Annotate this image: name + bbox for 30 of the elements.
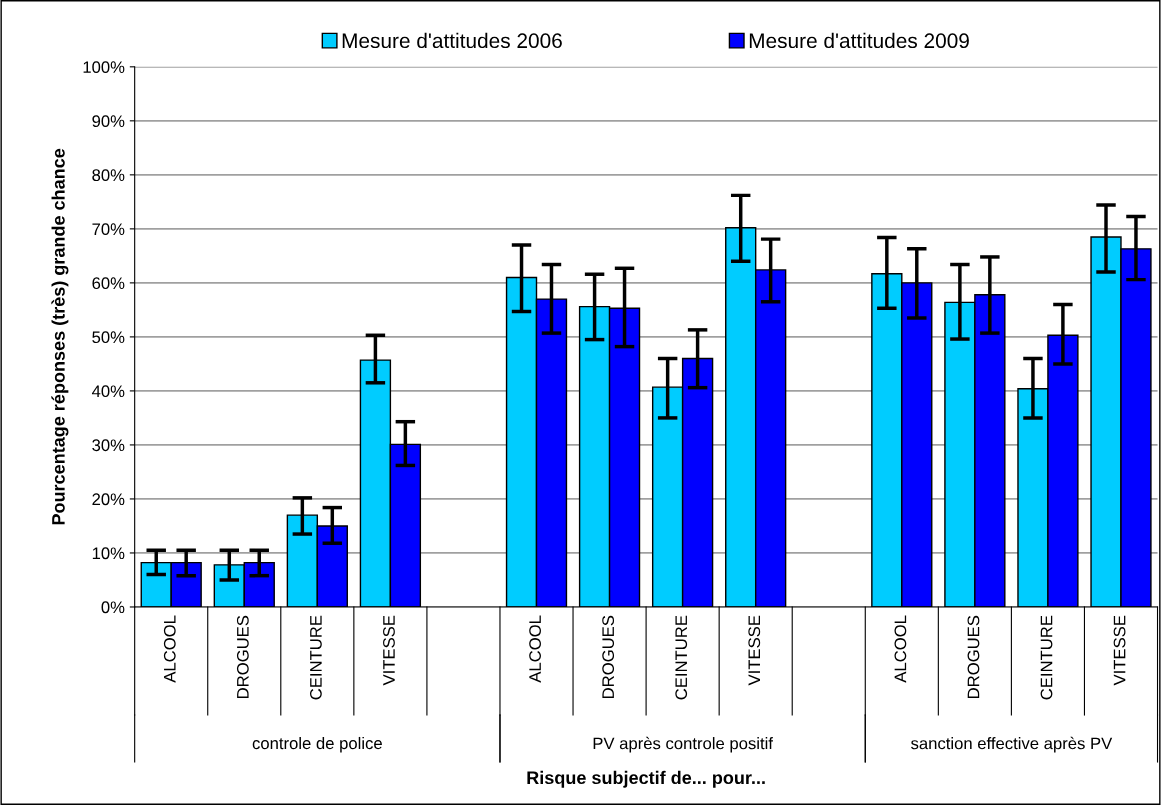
y-tick-label: 80%	[92, 169, 125, 182]
x-tick-label: ALCOOL	[529, 615, 541, 683]
y-tick-label: 40%	[91, 385, 125, 398]
y-tick-label: 10%	[92, 547, 125, 560]
x-tick-label: CEINTURE	[675, 615, 688, 700]
y-tick-label: 30%	[92, 439, 125, 452]
y-tick-label: 90%	[92, 115, 125, 128]
y-tick-label: 0%	[101, 601, 125, 614]
x-tick-label: VITESSE	[1113, 615, 1126, 686]
legend-label: Mesure d'attitudes 2006	[342, 32, 562, 49]
y-tick-label: 50%	[92, 331, 125, 344]
x-tick-label: VITESSE	[748, 615, 761, 686]
y-tick-label: 70%	[92, 223, 125, 236]
y-axis-title: Pourcentage réponses (très) grande chance	[51, 148, 69, 525]
x-tick-label: DROGUES	[236, 615, 249, 698]
y-tick-label: 100%	[83, 61, 125, 74]
text: PV après controle positif	[593, 736, 773, 753]
x-tick-label: CEINTURE	[1040, 615, 1053, 700]
x-tick-label: DROGUES	[967, 615, 980, 698]
x-axis-title: Risque subjectif de... pour...	[527, 770, 765, 788]
x-tick-label: DROGUES	[602, 615, 615, 698]
text: controle de police	[252, 736, 382, 753]
y-tick-label: 20%	[92, 493, 125, 506]
x-tick-label: ALCOOL	[163, 615, 176, 683]
x-tick-label: ALCOOL	[894, 615, 907, 683]
x-tick-label: CEINTURE	[310, 615, 322, 700]
y-tick-label: 60%	[92, 277, 125, 290]
text: sanction effective après PV	[911, 736, 1113, 753]
legend-label: Mesure d'attitudes 2009	[749, 32, 969, 49]
x-tick-label: VITESSE	[383, 615, 395, 686]
